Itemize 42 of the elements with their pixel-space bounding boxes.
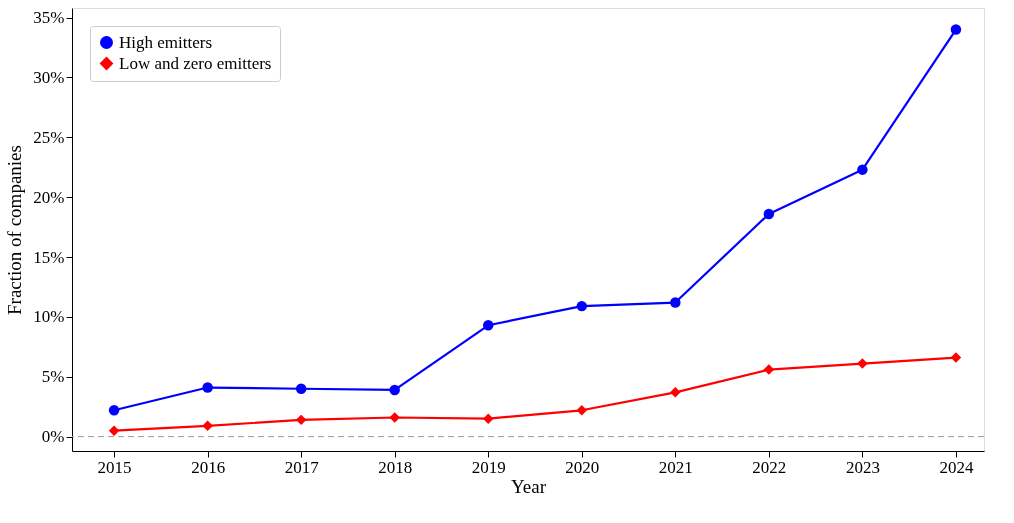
legend-label: High emitters [119, 32, 213, 52]
point [389, 384, 400, 396]
x-tick-label: 2019 [471, 457, 506, 477]
x-tick-label: 2024 [939, 457, 974, 477]
x-tick-label: 2018 [378, 457, 413, 477]
point [670, 387, 681, 398]
y-tick-label: 10% [33, 307, 65, 327]
point [950, 24, 962, 35]
point [483, 320, 494, 331]
x-tick-label: 2023 [845, 457, 880, 477]
x-tick-label: 2020 [565, 457, 600, 477]
point [483, 413, 494, 424]
point [857, 358, 868, 369]
y-tick-label: 15% [33, 247, 65, 267]
point [389, 412, 400, 423]
y-tick-label: 30% [33, 67, 65, 87]
point [857, 164, 868, 175]
y-tick-label: 25% [33, 127, 65, 147]
y-tick-label: 0% [41, 427, 65, 447]
y-tick-label: 20% [33, 187, 65, 207]
x-tick-label: 2021 [658, 457, 693, 477]
point [950, 352, 962, 363]
y-tick-label: 5% [41, 367, 65, 387]
y-tick-label: 35% [33, 8, 65, 28]
point [576, 405, 588, 416]
point [108, 405, 120, 416]
point [670, 297, 681, 308]
legend-label: Low and zero emitters [119, 53, 272, 73]
x-tick-label: 2017 [284, 457, 320, 477]
x-tick-label: 2015 [97, 457, 132, 477]
point [763, 208, 775, 220]
point [576, 300, 588, 312]
point [295, 383, 307, 394]
x-axis-title: Year [510, 475, 547, 497]
x-tick-label: 2022 [752, 457, 787, 477]
point [202, 382, 213, 393]
point [108, 425, 120, 436]
point [202, 420, 213, 432]
point [763, 364, 775, 375]
x-tick-label: 2016 [191, 457, 226, 477]
y-axis-title: Fraction of companies [4, 145, 26, 315]
point [295, 414, 307, 426]
